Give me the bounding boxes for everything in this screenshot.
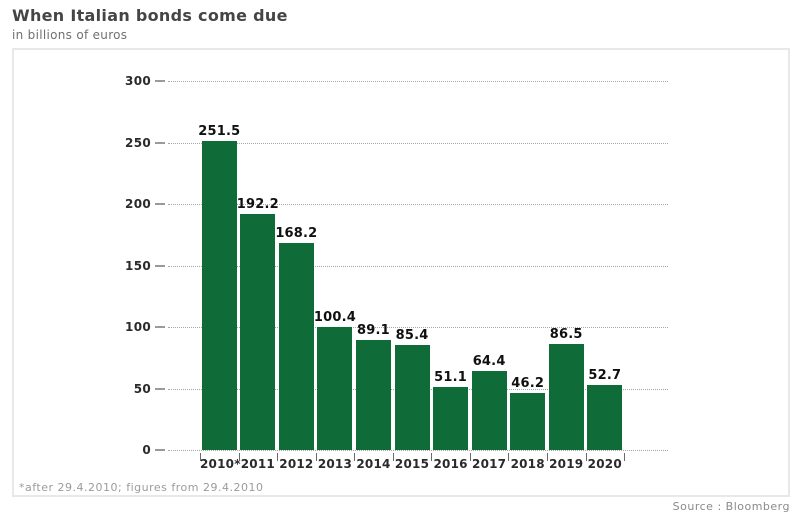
y-axis-label: 200 — [125, 197, 151, 211]
x-axis-label: 2020 — [587, 457, 622, 471]
bar-value-label: 89.1 — [357, 323, 390, 339]
bar-value-label: 86.5 — [549, 326, 583, 342]
y-axis-label: 0 — [142, 443, 151, 457]
bar-value-label: 100.4 — [313, 309, 356, 325]
chart-footnote: *after 29.4.2010; figures from 29.4.2010 — [19, 481, 264, 494]
bar — [317, 326, 353, 450]
bar — [433, 387, 469, 450]
x-tick — [200, 453, 201, 461]
y-axis-label: 100 — [125, 320, 151, 334]
x-axis-label: 2014 — [356, 457, 391, 471]
bar-value-label: 192.2 — [236, 196, 279, 212]
y-tick-dash — [155, 141, 165, 144]
bar — [355, 340, 391, 450]
x-axis-label: 2018 — [510, 457, 545, 471]
bar — [278, 243, 314, 450]
x-tick — [277, 453, 279, 461]
y-axis-label: 300 — [125, 74, 151, 88]
bar — [240, 213, 276, 450]
x-axis-label: 2015 — [394, 457, 430, 471]
x-tick — [315, 453, 317, 461]
bar-value-label: 64.4 — [472, 353, 506, 369]
bar — [510, 393, 546, 450]
x-tick — [624, 453, 626, 461]
grid-line — [168, 142, 668, 144]
x-axis-label: 2017 — [472, 457, 507, 471]
grid-line — [168, 450, 668, 451]
bar-value-label: 46.2 — [511, 376, 545, 392]
grid-line — [168, 265, 668, 267]
grid-line — [168, 81, 668, 82]
x-axis-label: 2013 — [317, 457, 353, 471]
y-tick-dash — [155, 264, 165, 267]
x-axis-label: 2019 — [549, 457, 584, 471]
chart-frame: 0 50 100 150 200 250 300 251.5 2010* 192.2 2011 168… — [12, 48, 790, 497]
y-axis-label: 250 — [125, 135, 151, 150]
y-axis-label: 50 — [133, 381, 151, 396]
bar-value-label: 51.1 — [434, 370, 467, 386]
x-tick — [431, 453, 433, 461]
chart-title: When Italian bonds come due — [12, 6, 288, 25]
x-axis-label: 2011 — [240, 457, 275, 471]
bar — [471, 370, 507, 450]
y-tick-dash — [155, 449, 165, 451]
bar-value-label: 168.2 — [275, 226, 318, 242]
x-tick — [238, 453, 240, 461]
bar — [548, 343, 584, 450]
y-axis-label: 150 — [125, 258, 151, 273]
y-tick-dash — [155, 80, 165, 82]
chart-subtitle: in billions of euros — [12, 28, 128, 42]
bar — [587, 385, 623, 450]
source-credit: Source : Bloomberg — [672, 500, 790, 513]
x-tick — [392, 453, 394, 461]
plot-area: 0 50 100 150 200 250 300 251.5 2010* 192.2 2011 168… — [14, 50, 788, 495]
y-tick-dash — [155, 326, 165, 328]
grid-line — [168, 204, 668, 205]
bar — [394, 344, 430, 450]
bar-value-label: 85.4 — [395, 327, 429, 343]
x-axis-label: 2012 — [279, 457, 314, 471]
y-tick-dash — [155, 387, 165, 390]
x-tick — [469, 453, 471, 461]
y-tick-dash — [155, 203, 165, 205]
bar-value-label: 251.5 — [198, 123, 241, 139]
grid-line — [168, 327, 668, 328]
x-axis-label: 2010* — [200, 457, 241, 471]
bar-value-label: 52.7 — [588, 368, 622, 384]
x-tick — [585, 453, 587, 461]
bar — [201, 140, 237, 450]
x-tick — [546, 453, 548, 461]
x-tick — [354, 453, 356, 461]
x-tick — [508, 453, 510, 461]
x-axis-label: 2016 — [433, 457, 468, 471]
